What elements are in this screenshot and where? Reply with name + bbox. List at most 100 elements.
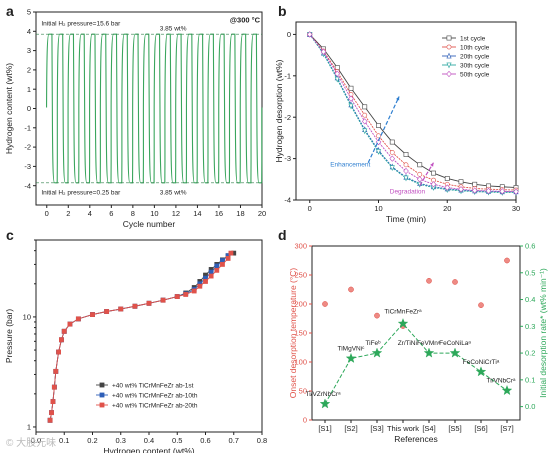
- panel-d-xtick-label: [S4]: [422, 424, 435, 433]
- panel-c-point: [59, 337, 64, 343]
- panel-a-ytick-label: -4: [24, 181, 31, 190]
- panel-a-ytick-label: 4: [27, 27, 31, 36]
- panel-d-letter: d: [278, 227, 287, 243]
- panel-b-arrow-head: [396, 96, 400, 101]
- panel-d-rate-star: [371, 347, 383, 358]
- panel-a-xtick-label: 16: [215, 209, 223, 218]
- panel-b-series-line: [309, 34, 517, 189]
- panel-d-onset-point: [452, 279, 458, 285]
- panel-b-point: [334, 76, 340, 83]
- panel-d-xtick-label: [S5]: [448, 424, 461, 433]
- panel-c-point: [50, 399, 56, 405]
- panel-d-rate-star: [475, 366, 487, 377]
- panel-d-left-ytick-label: 50: [299, 387, 307, 396]
- panel-b-arrow-head: [430, 162, 434, 167]
- panel-d-right-ytick-label: 0.1: [525, 375, 535, 384]
- panel-d-point-label: TiCrMnFeZrᵃ: [384, 309, 422, 316]
- panel-b-point: [513, 188, 519, 195]
- panel-d-point-label: TiMgVNiᶜ: [338, 345, 366, 352]
- panel-b-point: [362, 112, 368, 118]
- panel-a-annotation: @300 °C: [230, 16, 261, 25]
- panel-b-xtick-label: 20: [443, 204, 451, 213]
- panel-c-point: [104, 309, 110, 314]
- panel-c-ylabel: Pressure (bar): [4, 309, 14, 363]
- panel-d-left-ytick-label: 0: [303, 416, 307, 425]
- panel-b-xtick-label: 10: [374, 204, 382, 213]
- panel-c-point: [183, 292, 189, 297]
- panel-a-xtick-label: 12: [172, 209, 180, 218]
- panel-d-xtick-label: This work: [387, 424, 419, 433]
- panel-d-xtick-label: [S3]: [370, 424, 383, 433]
- panel-a-xtick-label: 14: [193, 209, 201, 218]
- panel-b-point: [444, 176, 450, 181]
- panel-b-point: [485, 187, 492, 195]
- panel-c-ytick-label: 10: [23, 313, 31, 322]
- panel-b-legend-marker: [446, 52, 452, 59]
- panel-b-point: [375, 149, 382, 155]
- panel-b-point: [362, 128, 368, 135]
- panel-b-annotation: Enhancement: [330, 162, 370, 169]
- panel-a-ytick-label: 3: [27, 46, 31, 55]
- panel-d-left-ytick-label: 100: [294, 358, 307, 367]
- panel-b-point: [306, 31, 313, 38]
- panel-b-ylabel: Hydrogen desorption (wt%): [274, 59, 284, 162]
- panel-d-point-label: Zr/TiNiFeVMnᵃ: [398, 340, 441, 347]
- panel-b-point: [403, 167, 409, 175]
- panel-c-point: [174, 294, 180, 299]
- panel-c-legend-marker: [99, 392, 105, 398]
- panel-c-point: [132, 303, 138, 309]
- panel-d-xtick-label: [S2]: [344, 424, 357, 433]
- panel-d-left-ytick-label: 150: [294, 329, 307, 338]
- panel-c-point: [61, 328, 67, 334]
- panel-c-legend-label: +40 wt% TiCrMnFeZr ab-1st: [112, 382, 194, 389]
- panel-c-legend-label: +40 wt% TiCrMnFeZr ab-20th: [112, 402, 198, 409]
- panel-d-references-chart: [S1] [S2] [S3] This work [S4] [S5] [S6] [S7] Ref…: [288, 242, 548, 444]
- panel-a-ytick-label: 2: [27, 66, 31, 75]
- panel-c-point: [203, 279, 208, 284]
- panel-a-xtick-label: 2: [66, 209, 70, 218]
- panel-d-point-label: TiFeᵇ: [365, 340, 381, 347]
- panel-d-rate-line: [324, 322, 508, 405]
- panel-c-xtick-label: 0.3: [116, 436, 126, 445]
- panel-c-point: [191, 288, 197, 294]
- panel-b-point: [361, 118, 368, 125]
- panel-d-rate-star: [501, 384, 513, 396]
- panel-c-xtick-label: 0.0: [31, 436, 41, 445]
- panel-b-point: [348, 95, 354, 102]
- panel-b-point: [376, 123, 381, 128]
- panel-a-cycling-curve: [46, 33, 263, 184]
- panel-b-point: [334, 70, 341, 77]
- panel-b-point: [417, 162, 423, 168]
- panel-d-xlabel: References: [394, 434, 437, 444]
- panel-b-series-line: [309, 34, 517, 193]
- panel-a-xtick-label: 8: [131, 209, 135, 218]
- panel-b-legend-marker: [446, 44, 452, 50]
- panel-b-ytick-label: -4: [284, 196, 291, 205]
- panel-d-point-label: Ti/VZrNbCrᵃ: [305, 391, 341, 398]
- panel-d-rate-star: [423, 347, 435, 358]
- panel-a-xtick-label: 18: [236, 209, 244, 218]
- panel-b-point: [403, 162, 409, 168]
- panel-b-arrow-line: [419, 162, 435, 186]
- panel-c-ytick-label: 1: [27, 423, 31, 432]
- panel-b-point: [416, 176, 423, 183]
- panel-c-legend-marker: [99, 382, 105, 388]
- panel-b-point: [389, 165, 395, 172]
- panel-c-point: [197, 283, 203, 289]
- panel-a-ytick-label: -3: [24, 162, 31, 171]
- panel-d-right-ytick-label: 0.0: [525, 402, 535, 411]
- panel-b-point: [472, 181, 478, 187]
- panel-b-point: [403, 175, 409, 182]
- panel-d-left-ytick-label: 300: [294, 242, 307, 251]
- panel-b-point: [471, 187, 478, 194]
- panel-d-rate-star: [345, 352, 357, 363]
- panel-b-legend-label: 10th cycle: [460, 44, 490, 51]
- panel-d-left-ylabel: Onset desorption temperature (°C): [288, 268, 298, 399]
- panel-a-ytick-label: -1: [24, 123, 31, 132]
- panel-a-xtick-label: 20: [258, 209, 266, 218]
- panel-d-right-ytick-label: 0.2: [525, 349, 535, 358]
- panel-b-point: [348, 103, 354, 110]
- panel-d-point-label: FeCoNiCrTiᵃ: [463, 359, 500, 366]
- panel-d-right-ytick-label: 0.5: [525, 268, 535, 277]
